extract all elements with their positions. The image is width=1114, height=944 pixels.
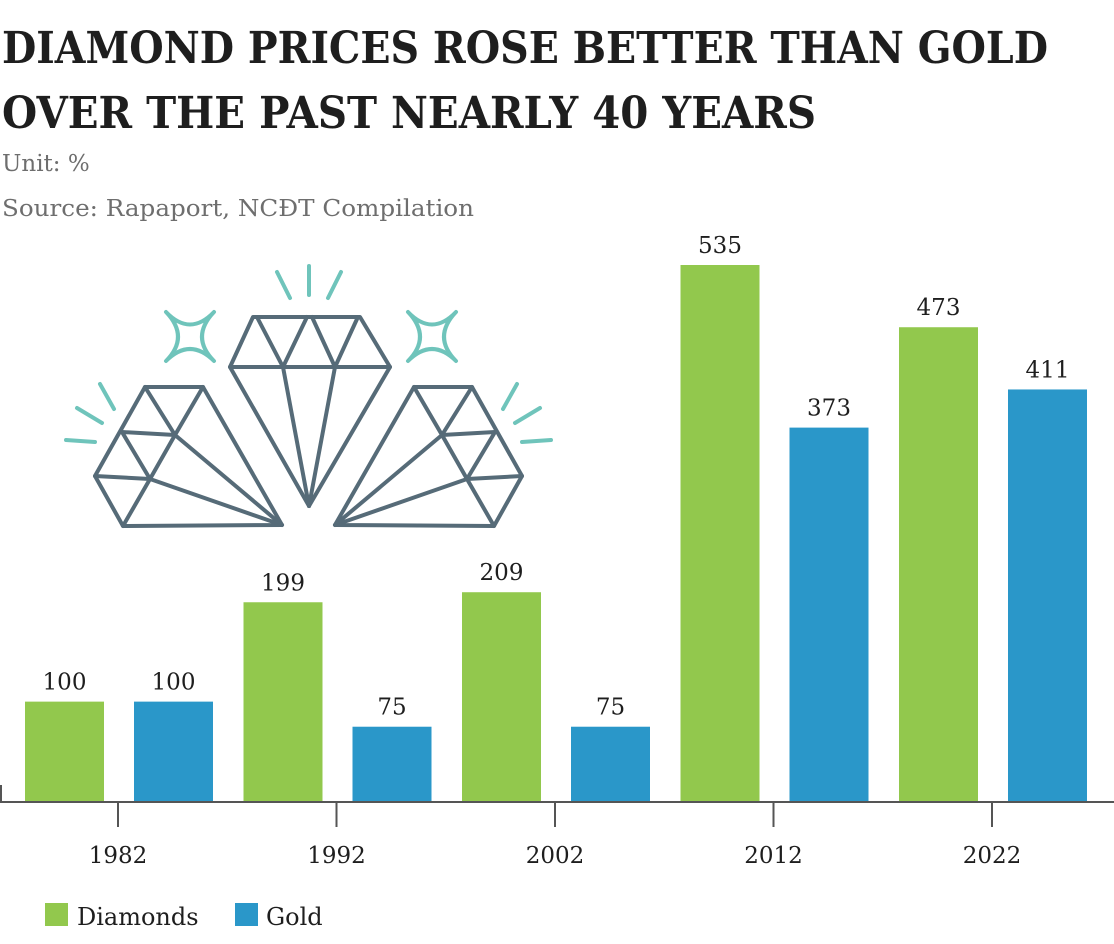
- value-labels: 100 100 199 75 209 75 535 373 473 411: [43, 233, 1070, 721]
- bar-diamonds-2002: [462, 592, 541, 802]
- legend-label-gold: Gold: [266, 903, 323, 931]
- x-tick-label-2022: 2022: [963, 843, 1022, 869]
- legend-swatch-gold: [235, 903, 258, 926]
- value-label-gold-2022: 411: [1026, 357, 1070, 383]
- bar-gold-1992: [352, 726, 432, 802]
- center-diamond-icon: [228, 315, 392, 508]
- value-label-gold-2002: 75: [596, 695, 625, 721]
- bar-gold-1982: [134, 701, 213, 802]
- bar-gold-2012: [789, 427, 869, 802]
- x-tick-label-1982: 1982: [89, 843, 148, 869]
- value-label-diamonds-2022: 473: [917, 295, 961, 321]
- bar-diamonds-1992: [243, 602, 323, 802]
- chart-title-line-2: OVER THE PAST NEARLY 40 YEARS: [2, 88, 816, 139]
- bar-diamonds-2012: [680, 265, 760, 802]
- source-label: Source: Rapaport, NCĐT Compilation: [2, 196, 474, 222]
- x-tick-label-2012: 2012: [744, 843, 803, 869]
- bars: [25, 265, 1087, 802]
- right-diamond-icon: [333, 385, 524, 528]
- bar-diamonds-2022: [899, 327, 978, 802]
- value-label-diamonds-2002: 209: [480, 560, 524, 586]
- value-label-gold-1982: 100: [152, 670, 196, 696]
- unit-label: Unit: %: [2, 151, 90, 177]
- left-diamond-icon: [93, 385, 284, 528]
- legend-label-diamonds: Diamonds: [77, 903, 199, 931]
- diamond-illustration-icon: [64, 264, 553, 528]
- x-axis-ticks: 1982 1992 2002 2012 2022: [89, 802, 1022, 869]
- legend: Diamonds Gold: [45, 903, 323, 931]
- x-tick-label-2002: 2002: [526, 843, 585, 869]
- bar-gold-2002: [571, 726, 650, 802]
- value-label-diamonds-1982: 100: [43, 670, 87, 696]
- legend-item-diamonds: Diamonds: [45, 903, 199, 931]
- bar-gold-2022: [1008, 389, 1087, 802]
- value-label-gold-1992: 75: [377, 695, 406, 721]
- value-label-gold-2012: 373: [807, 396, 851, 422]
- x-tick-label-1992: 1992: [307, 843, 366, 869]
- sparkle-star-right-icon: [406, 310, 458, 363]
- sparkle-rays-icon: [64, 264, 553, 444]
- value-label-diamonds-2012: 535: [698, 233, 742, 259]
- chart-title-line-1: DIAMOND PRICES ROSE BETTER THAN GOLD: [2, 23, 1048, 74]
- sparkle-star-left-icon: [164, 310, 216, 363]
- legend-item-gold: Gold: [235, 903, 323, 931]
- value-label-diamonds-1992: 199: [261, 570, 305, 596]
- legend-swatch-diamonds: [45, 903, 68, 926]
- bar-diamonds-1982: [25, 701, 104, 802]
